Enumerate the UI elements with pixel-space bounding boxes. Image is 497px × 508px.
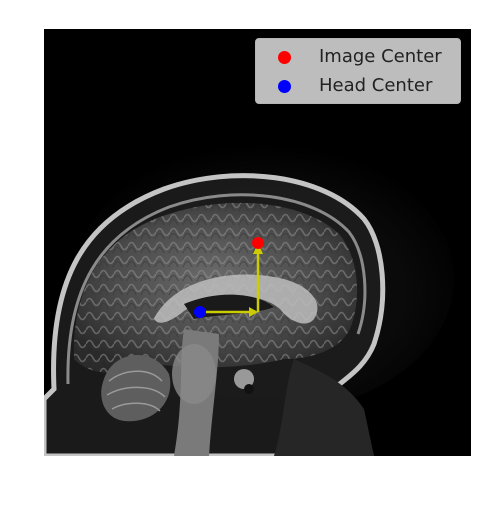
legend-label-image-center: Image Center [319, 46, 442, 67]
blue-dot-icon [278, 79, 291, 93]
head-center-marker [194, 306, 206, 318]
legend-item-image-center: Image Center [256, 44, 462, 70]
red-dot-icon [278, 50, 291, 64]
legend-item-head-center: Head Center [256, 73, 462, 99]
image-center-marker [252, 237, 264, 249]
legend-label-head-center: Head Center [319, 75, 433, 96]
legend-box: Image Center Head Center [255, 38, 461, 104]
mri-brain-illustration [44, 144, 454, 456]
